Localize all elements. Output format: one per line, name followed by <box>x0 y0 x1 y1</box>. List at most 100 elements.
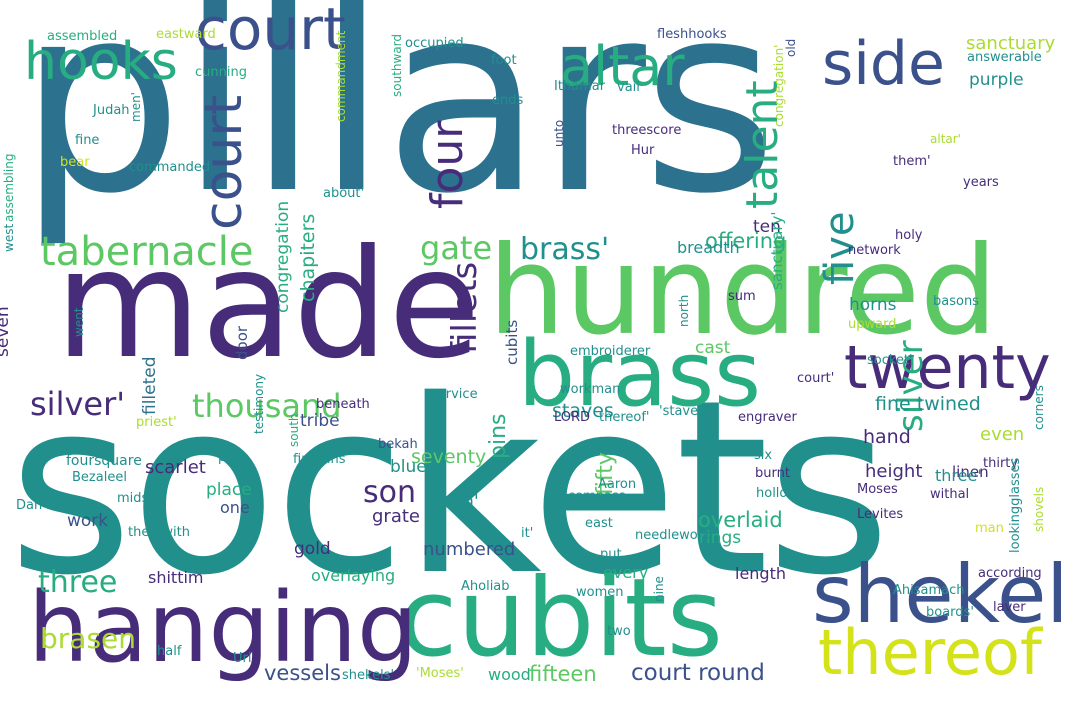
word-six: six <box>754 448 773 463</box>
word-cubits-large: cubits <box>398 556 724 681</box>
word-cast: cast <box>695 338 731 358</box>
word-workman: workman <box>560 382 621 397</box>
word-fine-twined: fine twined <box>875 393 981 415</box>
word-hooks: hooks <box>24 32 178 92</box>
word-foot: foot <box>491 53 517 68</box>
word-boards-quote: boards' <box>926 605 974 620</box>
word-court-quote: court' <box>797 371 835 386</box>
word-threescore: threescore <box>612 123 682 138</box>
word-chapiters: chapiters <box>297 213 319 302</box>
word-laver: laver <box>993 600 1026 615</box>
word-vail: vail <box>617 80 640 95</box>
word-three-quote: three' <box>935 466 982 485</box>
word-half: half <box>157 644 182 659</box>
word-socket-quote: socket' <box>867 353 913 368</box>
word-side: side <box>822 29 945 99</box>
word-service: service <box>431 387 478 402</box>
word-testimony: testimony <box>252 373 266 434</box>
word-filleted: filleted <box>140 356 160 415</box>
word-aholiab: Aholiab <box>461 579 510 594</box>
word-cunning: cunning <box>195 65 247 80</box>
word-son: son <box>363 475 416 510</box>
word-beneath: beneath <box>316 397 370 412</box>
word-wood: wood <box>488 665 531 684</box>
word-brasen: brasen <box>40 622 137 655</box>
word-thereof-large: thereof <box>818 616 1042 689</box>
word-breadth: breadth <box>677 238 740 257</box>
word-linen: linen <box>952 463 989 481</box>
word-man: man <box>975 521 1004 536</box>
word-thirty: thirty <box>983 456 1019 471</box>
word-work: work <box>67 511 109 531</box>
word-made: made <box>55 218 481 392</box>
word-shovels: shovels <box>1032 486 1046 532</box>
word-court-large: court <box>195 0 346 63</box>
word-basons: basons <box>933 294 979 309</box>
word-men-quote: men' <box>129 92 143 122</box>
word-pins: pins <box>486 413 511 459</box>
word-unto: unto <box>552 119 566 147</box>
word-three: three <box>38 565 118 600</box>
word-two: two <box>607 624 631 639</box>
word-congregation-quote: congregation' <box>772 44 786 127</box>
word-embroiderer: embroiderer <box>570 344 651 359</box>
word-brass-quote: brass' <box>520 232 610 267</box>
word-shekel: shekel <box>812 548 1069 641</box>
word-sockets: sockets <box>8 348 891 628</box>
word-holy: holy <box>895 228 923 243</box>
word-fifteen: fifteen <box>529 662 597 686</box>
word-pots: pots <box>218 450 247 465</box>
word-vessels: vessels <box>264 661 341 685</box>
word-hand: hand <box>863 426 911 448</box>
word-tribe: tribe <box>300 411 340 431</box>
word-seven: seven <box>0 306 13 357</box>
word-engraver: engraver <box>738 410 797 425</box>
word-firepans: firepans <box>293 452 346 467</box>
word-therewith: therewith <box>128 525 190 540</box>
word-overlaid: overlaid <box>698 508 783 532</box>
word-hur: Hur <box>631 143 655 158</box>
word-offering: offering <box>705 229 787 253</box>
word-altar-quote: altar' <box>930 132 961 146</box>
word-burnt: burnt <box>755 466 790 481</box>
word-blue: blue <box>390 457 427 477</box>
word-thousand: thousand <box>192 387 342 425</box>
word-bezaleel: Bezaleel <box>72 470 127 485</box>
word-fillets: fillets <box>445 261 485 354</box>
word-compass: compass <box>568 489 626 504</box>
word-lord: LORD <box>554 410 591 425</box>
word-commanded: commanded <box>129 160 211 175</box>
word-nine: nine <box>652 576 666 602</box>
word-uri: Uri <box>233 651 252 666</box>
word-judah: Judah <box>93 103 130 118</box>
word-sum: sum <box>728 289 756 304</box>
word-moses-quote: 'Moses' <box>416 666 464 681</box>
word-bear: bear <box>60 155 90 170</box>
word-even: even <box>980 424 1025 445</box>
word-midst: midst <box>117 491 154 506</box>
word-answerable: answerable <box>967 50 1042 65</box>
word-lookingglasses: lookingglasses <box>1008 457 1023 553</box>
word-commandment: commandment <box>334 30 348 122</box>
word-years: years <box>963 175 999 190</box>
word-levites: Levites <box>857 507 904 522</box>
word-staves: staves <box>552 400 614 422</box>
word-withal: withal <box>930 487 970 502</box>
word-sanctuary: sanctuary <box>966 33 1056 54</box>
word-ahisamach: Ahisamach <box>893 583 965 598</box>
word-ten: ten <box>753 217 781 237</box>
word-foursquare: foursquare <box>66 453 142 469</box>
word-purple: purple <box>969 70 1024 90</box>
word-moses: Moses <box>857 482 898 497</box>
word-overlaying: overlaying <box>311 566 396 585</box>
word-grate: grate <box>372 506 420 527</box>
word-ends: ends <box>492 93 524 108</box>
word-fine: fine <box>75 133 100 148</box>
word-dan: Dan <box>16 498 43 513</box>
word-priest-quote: priest' <box>136 415 177 430</box>
word-old: old <box>784 38 798 57</box>
word-staves-quote: 'staves' <box>659 404 709 419</box>
word-twenty: twenty <box>844 333 1051 403</box>
word-north: north <box>677 294 691 327</box>
